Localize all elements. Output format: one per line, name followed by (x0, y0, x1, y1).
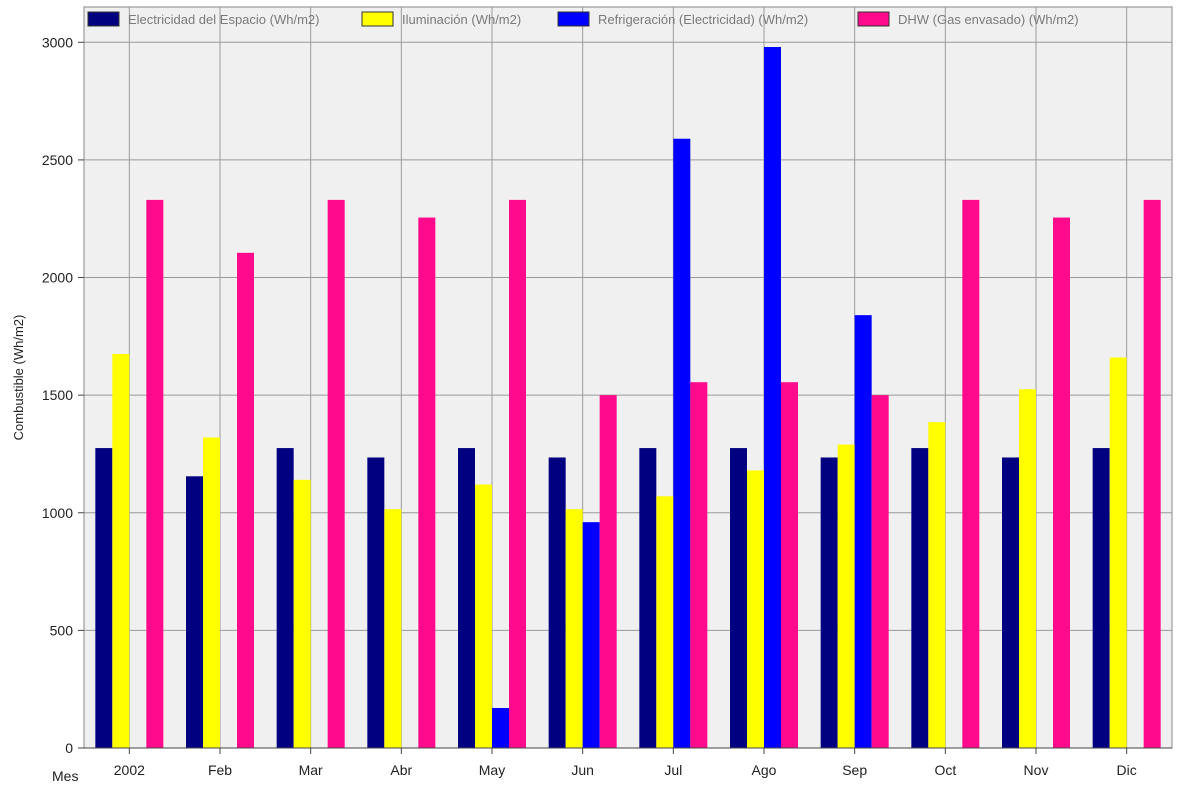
bar (475, 484, 492, 748)
legend-swatch (361, 11, 394, 27)
bar (673, 138, 691, 748)
bar (458, 448, 475, 748)
bar (582, 522, 600, 748)
legend-label: Refrigeración (Electricidad) (Wh/m2) (598, 12, 808, 27)
bar (492, 708, 509, 748)
bar (820, 457, 838, 748)
bar (837, 444, 855, 748)
bar (656, 496, 674, 748)
bar (962, 199, 980, 748)
legend-swatch (857, 11, 890, 27)
bar (1019, 389, 1036, 748)
x-axis-title: Mes (52, 768, 78, 784)
bar (367, 457, 385, 748)
bar (747, 470, 764, 748)
bar (928, 422, 946, 748)
bar (95, 448, 113, 748)
bar (781, 382, 798, 748)
bar (548, 457, 566, 748)
bar (1053, 217, 1070, 749)
y-tick-label: 2000 (42, 270, 73, 286)
bar (639, 448, 657, 748)
y-axis-title: Combustible (Wh/m2) (11, 315, 26, 441)
bar (186, 476, 203, 748)
legend-label: DHW (Gas envasado) (Wh/m2) (898, 12, 1079, 27)
bar (854, 315, 872, 748)
bar (237, 252, 254, 749)
x-axis-ticks: 2002 Feb Mar Abr May Jun Jul Ago Sep Oct Nov Dic (114, 748, 1137, 778)
y-tick-label: 2500 (42, 152, 73, 168)
y-tick-label: 0 (65, 740, 73, 756)
x-tick-label: Oct (934, 762, 956, 778)
legend-swatch (87, 11, 120, 27)
bar (418, 217, 436, 749)
bar (146, 199, 164, 748)
bar (203, 437, 220, 748)
x-tick-label: 2002 (114, 762, 145, 778)
bar (730, 448, 747, 748)
y-tick-label: 1500 (42, 387, 73, 403)
x-tick-label: May (479, 762, 505, 778)
bar (690, 382, 708, 748)
bar (1109, 357, 1127, 748)
bar (112, 353, 130, 748)
x-tick-label: Sep (842, 762, 867, 778)
bars (95, 46, 1161, 749)
bar (384, 509, 402, 748)
x-tick-label: Nov (1024, 762, 1049, 778)
plot-area (83, 6, 1173, 749)
bar (871, 395, 889, 748)
y-tick-label: 500 (50, 622, 74, 638)
x-tick-label: Jul (664, 762, 682, 778)
bar (599, 395, 617, 748)
bar (911, 448, 929, 748)
y-tick-label: 3000 (42, 34, 73, 50)
x-tick-label: Jun (571, 762, 594, 778)
y-tick-label: 1000 (42, 505, 73, 521)
y-axis-ticks: 0 500 1000 1500 2000 2500 3000 (42, 34, 1172, 756)
x-tick-label: Feb (208, 762, 232, 778)
x-tick-label: Dic (1117, 762, 1137, 778)
legend: Electricidad del Espacio (Wh/m2) Iluminac… (87, 11, 1079, 27)
bar (327, 199, 345, 748)
legend-label: Iluminación (Wh/m2) (402, 12, 521, 27)
legend-label: Electricidad del Espacio (Wh/m2) (128, 12, 319, 27)
bar (565, 509, 583, 748)
x-tick-label: Ago (752, 762, 777, 778)
bar (293, 479, 311, 748)
bar (509, 199, 526, 748)
bar (764, 46, 781, 748)
bar (1002, 457, 1019, 748)
bar (276, 448, 294, 748)
bar (1143, 199, 1161, 748)
legend-swatch (557, 11, 590, 27)
x-tick-label: Mar (299, 762, 323, 778)
bar (1092, 448, 1110, 748)
x-tick-label: Abr (390, 762, 412, 778)
